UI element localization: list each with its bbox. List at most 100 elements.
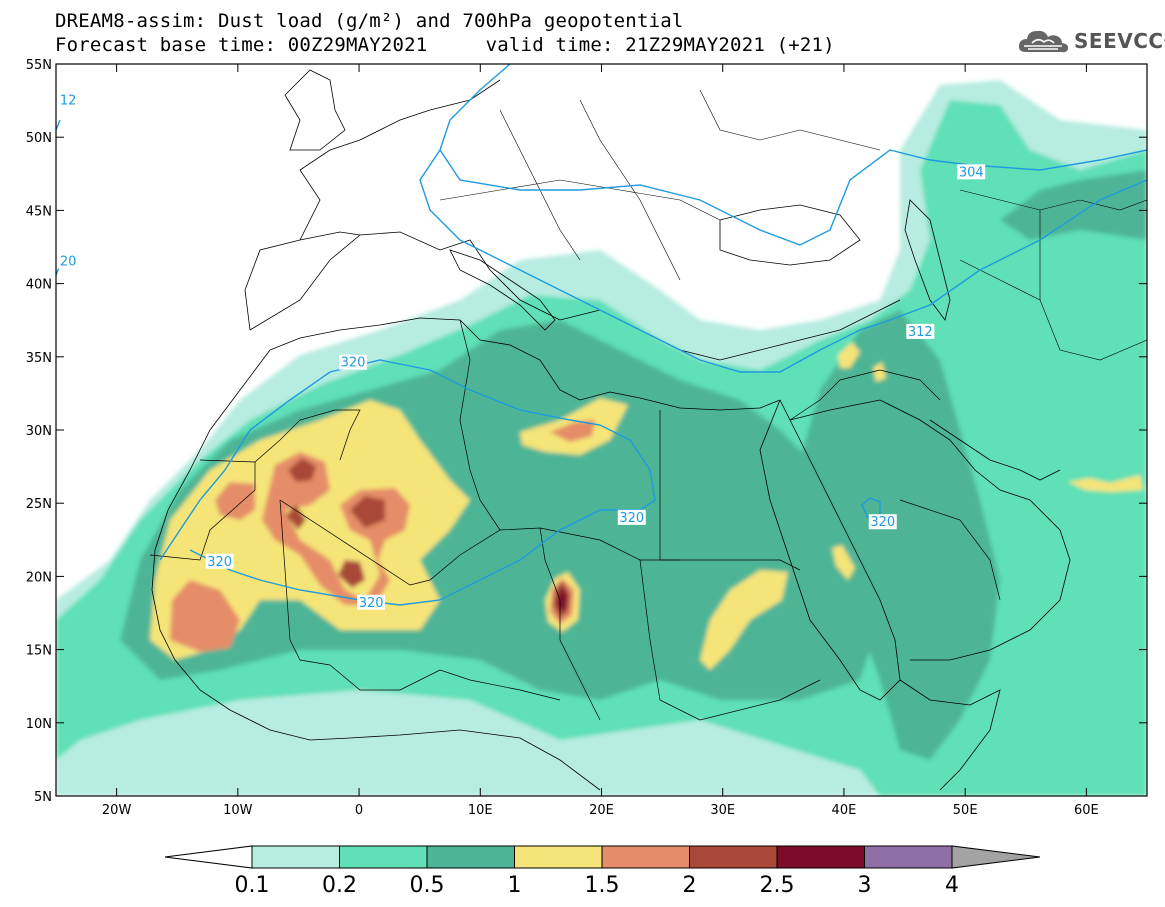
contour-label-text: 12 [60,94,77,109]
map-axes: 20W 10W 0 10E 20E 30E 40E 50E 60E 55N 50N 45N 40N 35N… [26,58,1147,818]
coastline-great-britain [284,69,346,151]
colorbar-segment [339,845,428,869]
contour-label-text: 320 [359,596,384,611]
colorbar-segment [251,845,340,869]
border-caucasus-central-asia [959,259,1041,301]
border-sudan-north [660,559,801,571]
colorbar-level-label: 4 [945,873,959,898]
contour-label-text: 20 [60,255,77,270]
logo-text: SEEVCCC [1074,29,1165,53]
contour-label-text: 312 [908,325,933,340]
x-tick-label: 40E [832,803,857,818]
geopotential-contour-312 [419,149,1147,373]
coastline-red-sea [759,399,901,701]
coastline-north-africa [269,317,781,411]
colorbar-level-label: 0.2 [322,873,357,898]
contour-label-text: 304 [959,165,984,180]
dust-level-1 [832,545,855,580]
y-tick-label: 15N [26,644,52,659]
dust-level-1 [700,570,788,670]
contour-label: 320 [617,509,646,526]
contour-label-bg [906,323,935,339]
dust-level-1.5 [262,452,410,605]
colorbar-segment [601,845,690,869]
colorbar-level-label: 2.5 [760,873,795,898]
cloud-icon [1018,30,1069,53]
dust-level-1.5 [550,420,595,442]
contour-label-text: 320 [207,555,232,570]
coastline-black-sea [719,204,861,266]
border-central-asia [959,189,1147,211]
dust-level-0.5 [800,310,1000,760]
contour-label: 320 [357,594,386,611]
contour-label-bg [58,253,79,269]
seevccc-logo: SEEVCCC [1018,25,1165,57]
contour-label: 320 [205,553,234,570]
coastline-horn-of-africa [899,679,1001,791]
x-tick-label: 0 [355,803,363,818]
dust-level-1 [873,362,886,382]
y-tick-label: 20N [26,570,52,585]
border-chad-sudan [539,527,601,721]
map-title-line-2: Forecast base time: 00Z29MAY2021 valid t… [55,34,835,56]
coastline-italy [449,249,556,331]
y-tick-label: 10N [26,717,52,732]
contour-label-bg [338,354,367,370]
coastline-iberia [244,231,361,331]
dust-level-1.5 [170,580,240,652]
y-tick-label: 35N [26,351,52,366]
x-tick-label: 10W [223,803,253,818]
y-tick-label: 50N [26,131,52,146]
coastline-france-uk [299,79,501,241]
dust-level-2 [338,560,365,588]
coastline-caspian-sea [904,199,951,321]
y-tick-label: 55N [26,58,52,73]
contour-label-text: 320 [870,515,895,530]
colorbar: 0.1 0.2 0.5 1 1.5 2 2.5 3 4 [164,845,1041,898]
colorbar-segment [776,845,865,869]
contour-label-text: 320 [341,356,366,371]
contour-label-bg [357,594,386,610]
contour-label: 20 [58,253,79,270]
contour-label: 12 [58,92,79,109]
country-boundaries [149,69,1147,791]
border-mali-algeria [254,409,361,463]
y-tick-label: 25N [26,497,52,512]
coastline-west-africa [151,349,601,791]
border-saudi-arabia [899,499,1001,601]
border-eastern-europe [699,89,881,151]
dust-level-1 [1068,475,1143,492]
x-tick-label: 50E [953,803,978,818]
border-middle-east [789,369,941,421]
y-tick-label: 30N [26,424,52,439]
x-tick-label: 30E [710,803,735,818]
x-tick-label: 20E [589,803,614,818]
contour-label-bg [957,164,986,180]
geopotential-contour-320-east [861,497,881,519]
contour-label: 320 [338,354,367,371]
contour-label-bg [868,514,897,530]
border-algeria-libya [459,319,501,531]
border-mali-south [279,499,331,666]
dust-load-field [56,80,1147,796]
dust-level-1 [838,342,860,368]
contour-label: 312 [906,323,935,340]
contour-label: 304 [957,164,986,180]
dust-level-0.5 [1000,170,1147,240]
contour-label-bg [205,553,234,569]
border-sahara-west [149,459,256,561]
coastline-arabia [789,399,1071,661]
colorbar-level-label: 0.5 [410,873,445,898]
colorbar-level-label: 1 [508,873,522,898]
x-tick-label: 20W [102,803,132,818]
border-europe-central [439,179,721,221]
x-tick-label: 60E [1074,803,1099,818]
map-area: 320 320 320 320 320 312 304 12 20 [56,64,1147,796]
contour-label-text: 320 [619,511,644,526]
dust-level-1.5 [215,482,255,520]
coastline-persian-gulf [929,419,1061,481]
contour-label-bg [617,509,646,525]
contour-labels: 320 320 320 320 320 312 304 12 20 [58,92,986,611]
map-title-line-1: DREAM8-assim: Dust load (g/m²) and 700hP… [55,10,684,32]
border-west-africa-south [329,664,561,701]
